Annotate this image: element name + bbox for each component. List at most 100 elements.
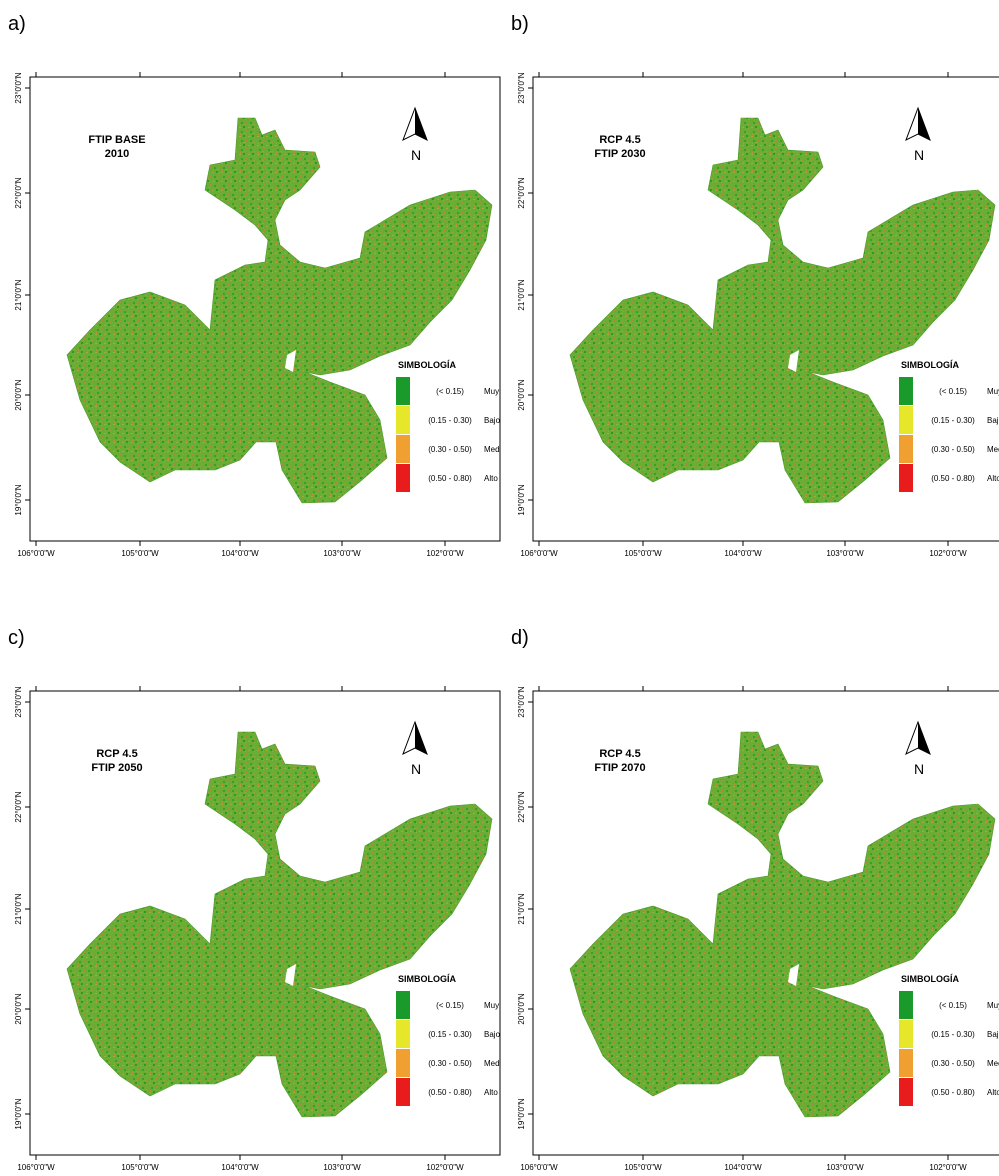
map-frame-content: FTIP BASE2010NSIMBOLOGÍA(< 0.15)Muy(0.15… bbox=[67, 108, 501, 503]
lon-label: 105°0'0"W bbox=[624, 549, 662, 558]
map-title: RCP 4.5 bbox=[599, 134, 640, 146]
map-title: FTIP BASE bbox=[88, 134, 145, 146]
legend-range: (0.15 - 0.30) bbox=[931, 416, 975, 425]
lat-label: 21°0'0"N bbox=[517, 279, 526, 310]
panel-label: c) bbox=[8, 627, 25, 649]
map-panel: a)FTIP BASE2010NSIMBOLOGÍA(< 0.15)Muy(0.… bbox=[0, 0, 503, 562]
legend-swatch bbox=[396, 1078, 410, 1106]
lon-label: 104°0'0"W bbox=[724, 549, 762, 558]
lat-label: 19°0'0"N bbox=[517, 1098, 526, 1129]
legend-swatch bbox=[396, 464, 410, 492]
lat-label: 23°0'0"N bbox=[517, 686, 526, 717]
legend-swatch bbox=[899, 1020, 913, 1048]
legend-class: Med bbox=[987, 1059, 999, 1068]
legend-class: Alto bbox=[484, 1088, 498, 1097]
lon-label: 105°0'0"W bbox=[121, 1163, 159, 1172]
panel-label: b) bbox=[511, 13, 529, 35]
map-title: RCP 4.5 bbox=[599, 748, 640, 760]
legend-swatch bbox=[396, 435, 410, 463]
legend-range: (0.30 - 0.50) bbox=[931, 1059, 975, 1068]
lat-label: 22°0'0"N bbox=[517, 791, 526, 822]
legend-title: SIMBOLOGÍA bbox=[901, 974, 959, 984]
page: (() => { const data = JSON.parse(documen… bbox=[0, 0, 999, 1176]
legend-swatch bbox=[396, 991, 410, 1019]
lon-label: 106°0'0"W bbox=[17, 549, 55, 558]
legend-swatch bbox=[899, 464, 913, 492]
legend-class: Bajo bbox=[987, 416, 999, 425]
lat-label: 23°0'0"N bbox=[517, 72, 526, 103]
legend-swatch bbox=[396, 1049, 410, 1077]
lat-label: 19°0'0"N bbox=[517, 484, 526, 515]
lon-label: 103°0'0"W bbox=[323, 549, 361, 558]
legend-class: Muy bbox=[484, 1001, 499, 1010]
legend-swatch bbox=[899, 406, 913, 434]
lon-label: 102°0'0"W bbox=[929, 1163, 967, 1172]
lat-label: 21°0'0"N bbox=[14, 279, 23, 310]
legend-range: (0.15 - 0.30) bbox=[428, 1030, 472, 1039]
map-title: 2010 bbox=[105, 148, 129, 160]
panel-label: d) bbox=[511, 627, 529, 649]
legend-class: Muy bbox=[987, 1001, 999, 1010]
legend-range: (0.50 - 0.80) bbox=[931, 474, 975, 483]
legend-range: (0.30 - 0.50) bbox=[428, 445, 472, 454]
legend-range: (0.50 - 0.80) bbox=[428, 474, 472, 483]
legend-class: Muy bbox=[987, 387, 999, 396]
legend-range: (< 0.15) bbox=[939, 1001, 967, 1010]
lat-label: 22°0'0"N bbox=[517, 177, 526, 208]
lat-label: 19°0'0"N bbox=[14, 1098, 23, 1129]
legend-swatch bbox=[396, 406, 410, 434]
legend-range: (0.30 - 0.50) bbox=[931, 445, 975, 454]
legend-title: SIMBOLOGÍA bbox=[398, 360, 456, 370]
lat-label: 23°0'0"N bbox=[14, 686, 23, 717]
legend-class: Alto bbox=[484, 474, 498, 483]
legend-title: SIMBOLOGÍA bbox=[901, 360, 959, 370]
lon-label: 104°0'0"W bbox=[221, 549, 259, 558]
lat-label: 20°0'0"N bbox=[517, 379, 526, 410]
map-title: FTIP 2030 bbox=[594, 148, 645, 160]
lon-label: 106°0'0"W bbox=[17, 1163, 55, 1172]
north-label: N bbox=[914, 147, 924, 163]
north-label: N bbox=[411, 147, 421, 163]
lat-label: 22°0'0"N bbox=[14, 791, 23, 822]
lon-label: 104°0'0"W bbox=[221, 1163, 259, 1172]
legend-class: Med bbox=[987, 445, 999, 454]
legend-range: (0.15 - 0.30) bbox=[428, 416, 472, 425]
legend-class: Bajo bbox=[484, 1030, 501, 1039]
lon-label: 102°0'0"W bbox=[426, 549, 464, 558]
legend-swatch bbox=[899, 377, 913, 405]
legend-range: (0.50 - 0.80) bbox=[428, 1088, 472, 1097]
lon-label: 106°0'0"W bbox=[520, 1163, 558, 1172]
legend-range: (< 0.15) bbox=[436, 1001, 464, 1010]
lon-label: 105°0'0"W bbox=[624, 1163, 662, 1172]
map-frame-content: RCP 4.5FTIP 2050NSIMBOLOGÍA(< 0.15)Muy(0… bbox=[67, 722, 501, 1117]
legend-class: Med bbox=[484, 1059, 500, 1068]
legend-swatch bbox=[899, 991, 913, 1019]
lat-label: 21°0'0"N bbox=[14, 893, 23, 924]
north-label: N bbox=[411, 761, 421, 777]
legend-range: (0.15 - 0.30) bbox=[931, 1030, 975, 1039]
map-title: RCP 4.5 bbox=[96, 748, 137, 760]
map-title: FTIP 2070 bbox=[594, 762, 645, 774]
legend-class: Alto bbox=[987, 1088, 999, 1097]
lon-label: 104°0'0"W bbox=[724, 1163, 762, 1172]
lon-label: 102°0'0"W bbox=[929, 549, 967, 558]
lat-label: 20°0'0"N bbox=[14, 379, 23, 410]
lat-label: 23°0'0"N bbox=[14, 72, 23, 103]
lon-label: 105°0'0"W bbox=[121, 549, 159, 558]
legend-class: Bajo bbox=[484, 416, 501, 425]
legend-class: Alto bbox=[987, 474, 999, 483]
legend-swatch bbox=[899, 1049, 913, 1077]
legend-class: Bajo bbox=[987, 1030, 999, 1039]
legend-range: (0.30 - 0.50) bbox=[428, 1059, 472, 1068]
lat-label: 21°0'0"N bbox=[517, 893, 526, 924]
lon-label: 103°0'0"W bbox=[826, 549, 864, 558]
legend-swatch bbox=[899, 435, 913, 463]
map-title: FTIP 2050 bbox=[91, 762, 142, 774]
lon-label: 106°0'0"W bbox=[520, 549, 558, 558]
legend-swatch bbox=[396, 377, 410, 405]
